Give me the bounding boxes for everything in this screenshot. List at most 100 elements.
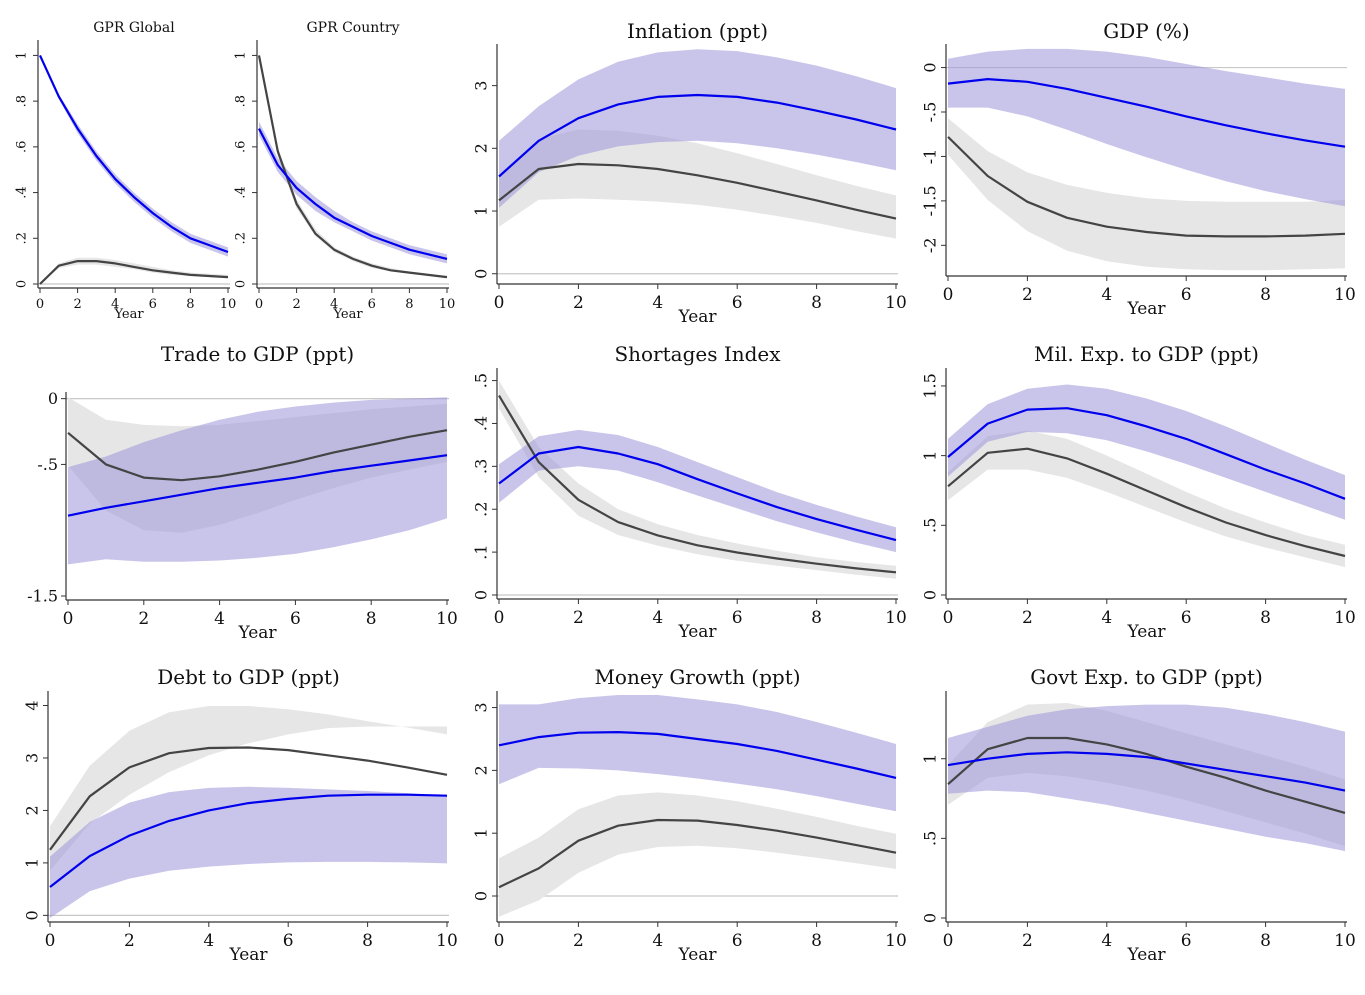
x-tick-label: 2 <box>292 297 300 312</box>
x-tick-label: 8 <box>1260 931 1271 951</box>
x-tick-label: 4 <box>330 297 338 312</box>
x-axis-label: Year <box>113 307 144 322</box>
blue-response-line <box>49 793 448 888</box>
x-tick-label: 6 <box>290 609 301 629</box>
gray-response-line <box>947 736 1346 814</box>
x-tick-label: 6 <box>1181 931 1192 951</box>
x-tick-label: 4 <box>652 293 663 313</box>
x-tick-label: 6 <box>1181 285 1192 305</box>
blue-response-line <box>258 128 448 260</box>
x-tick-label: 10 <box>1334 285 1356 305</box>
plot-area <box>497 695 898 917</box>
x-tick-label: 8 <box>1260 285 1271 305</box>
x-tick-label: 2 <box>73 297 81 312</box>
y-tick-label: 3 <box>23 753 42 763</box>
x-tick-label: 2 <box>1022 285 1033 305</box>
gray-confidence-band <box>499 129 896 239</box>
x-tick-label: 2 <box>573 293 584 313</box>
x-tick-label: 6 <box>732 293 743 313</box>
x-tick-label: 10 <box>436 931 458 951</box>
x-tick-label: 0 <box>494 293 505 313</box>
y-tick-label: 0 <box>48 389 58 408</box>
x-tick-label: 0 <box>494 931 505 951</box>
y-tick-label: 3 <box>472 81 491 91</box>
x-tick-label: 6 <box>368 297 376 312</box>
x-tick-label: 0 <box>45 931 56 951</box>
y-tick-label: 1 <box>921 754 940 764</box>
y-tick-label: .6 <box>15 141 30 153</box>
x-tick-label: 0 <box>255 297 263 312</box>
y-tick-label: 1 <box>15 51 30 59</box>
panel-trade-to-gdp: Trade to GDP (ppt) -1.5 -.5 0 0 2 4 6 8 10 Year <box>27 342 458 643</box>
blue-response-line <box>947 78 1346 148</box>
y-tick-label: .2 <box>15 232 30 244</box>
plot-area <box>38 54 230 285</box>
x-tick-label: 0 <box>36 297 44 312</box>
blue-confidence-band <box>948 384 1345 520</box>
blue-confidence-band <box>259 121 447 264</box>
y-tick-label: -.5 <box>37 455 58 474</box>
x-tick-label: 6 <box>1181 608 1192 628</box>
gray-confidence-band <box>499 380 896 579</box>
chart-title: Shortages Index <box>614 342 781 366</box>
x-tick-label: 10 <box>885 293 907 313</box>
x-tick-label: 8 <box>366 609 377 629</box>
y-tick-label: 2 <box>472 765 491 775</box>
y-tick-label: 0 <box>921 590 940 600</box>
gray-response-line <box>498 818 897 889</box>
y-tick-label: .4 <box>472 416 491 431</box>
x-tick-label: 6 <box>732 608 743 628</box>
chart-title: Debt to GDP (ppt) <box>157 665 340 689</box>
y-tick-label: 0 <box>15 280 30 288</box>
gray-confidence-band <box>499 792 896 917</box>
y-tick-label: 2 <box>472 143 491 153</box>
x-tick-label: 2 <box>124 931 135 951</box>
blue-confidence-band <box>68 397 447 565</box>
x-tick-label: 2 <box>1022 931 1033 951</box>
y-tick-label: .5 <box>921 831 940 846</box>
x-tick-label: 4 <box>203 931 214 951</box>
plot-area <box>947 384 1346 568</box>
x-tick-label: 6 <box>283 931 294 951</box>
chart-title: Inflation (ppt) <box>627 19 768 43</box>
x-tick-label: 8 <box>186 297 194 312</box>
x-tick-label: 4 <box>1101 608 1112 628</box>
x-axis-label: Year <box>677 622 717 642</box>
y-tick-label: 1 <box>472 828 491 838</box>
y-tick-label: 1 <box>23 858 42 868</box>
x-axis-label: Year <box>228 945 268 965</box>
x-tick-label: 10 <box>885 931 907 951</box>
panel-mil-exp-to-gdp: Mil. Exp. to GDP (ppt) 0 .5 1 1.5 0 2 4 6 8 10 Year <box>921 342 1356 642</box>
x-tick-label: 8 <box>811 608 822 628</box>
y-tick-label: 3 <box>472 702 491 712</box>
y-tick-label: 0 <box>472 590 491 600</box>
y-tick-label: .5 <box>472 373 491 388</box>
x-tick-label: 10 <box>220 297 237 312</box>
chart-title: GPR Country <box>307 20 400 36</box>
gray-response-line <box>498 162 897 220</box>
x-tick-label: 8 <box>811 931 822 951</box>
x-tick-label: 4 <box>652 608 663 628</box>
blue-response-line <box>498 731 897 779</box>
plot-area <box>48 706 449 918</box>
blue-response-line <box>947 751 1346 792</box>
y-tick-label: -1.5 <box>27 587 58 606</box>
y-tick-label: 0 <box>234 280 249 288</box>
blue-response-line <box>498 445 897 542</box>
x-tick-label: 8 <box>1260 608 1271 628</box>
panel-debt-to-gdp: Debt to GDP (ppt) 0 1 2 3 4 0 2 4 6 8 10 Year <box>23 665 458 965</box>
y-tick-label: 1 <box>472 206 491 216</box>
blue-response-line <box>38 54 229 254</box>
x-tick-label: 4 <box>214 609 225 629</box>
y-tick-label: .5 <box>921 518 940 533</box>
gray-confidence-band <box>948 118 1345 271</box>
blue-response-line <box>947 407 1346 500</box>
blue-confidence-band <box>948 704 1345 852</box>
x-axis-label: Year <box>1126 299 1166 319</box>
plot-area <box>946 48 1347 271</box>
x-tick-label: 6 <box>149 297 157 312</box>
chart-title: Trade to GDP (ppt) <box>161 342 354 366</box>
gray-response-line <box>257 55 448 279</box>
x-tick-label: 4 <box>1101 931 1112 951</box>
